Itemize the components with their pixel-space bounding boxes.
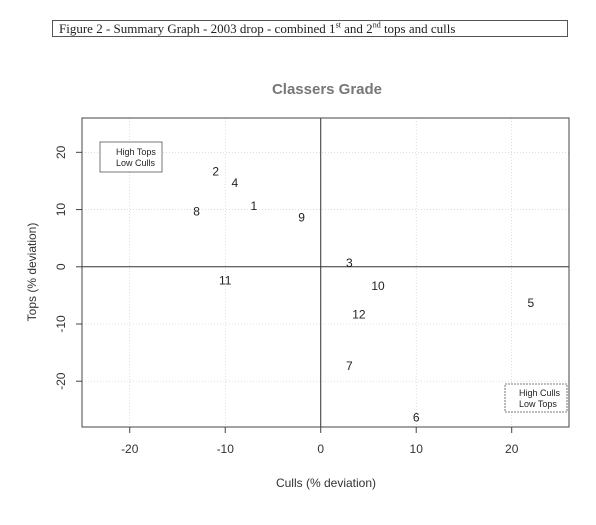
data-point-7: 7 — [346, 359, 353, 373]
data-point-10: 10 — [371, 279, 385, 293]
caption-suffix: tops and culls — [380, 21, 456, 36]
legend-bottom-right-line-1: High Culls — [519, 388, 561, 398]
legend-bottom-right-box — [504, 383, 568, 413]
data-point-12: 12 — [352, 308, 366, 322]
x-tick-label: -10 — [217, 442, 235, 456]
x-tick-label: 0 — [317, 442, 324, 456]
chart-title: Classers Grade — [272, 81, 382, 98]
caption-prefix: Figure 2 - Summary Graph - 2003 drop - c… — [59, 21, 336, 36]
legend-bottom-right: High Culls Low Tops — [504, 383, 568, 413]
caption-sup-2: nd — [372, 20, 381, 30]
legend-top-left-line-2: Low Culls — [116, 158, 156, 168]
x-axis-label: Culls (% deviation) — [276, 476, 376, 490]
x-tick-label: -20 — [121, 442, 139, 456]
data-point-8: 8 — [193, 205, 200, 219]
legend-top-left: High Tops Low Culls — [99, 141, 163, 173]
data-point-11: 11 — [219, 273, 232, 287]
data-point-3: 3 — [346, 256, 353, 270]
legend-bottom-right-line-2: Low Tops — [519, 399, 557, 409]
legend-top-left-line-1: High Tops — [116, 147, 156, 157]
reference-lines — [82, 118, 569, 427]
x-tick-label: 20 — [505, 442, 519, 456]
y-tick-label: 20 — [54, 145, 68, 159]
y-axis-label: Tops (% deviation) — [25, 223, 39, 322]
caption-sup-1: st — [335, 20, 341, 30]
y-tick-label: 10 — [54, 203, 68, 217]
data-point-1: 1 — [251, 199, 258, 213]
y-tick-label: 0 — [54, 263, 68, 270]
data-point-9: 9 — [298, 210, 305, 224]
data-point-6: 6 — [413, 411, 420, 425]
data-point-2: 2 — [212, 165, 219, 179]
y-tick-label: -10 — [54, 315, 68, 333]
plot-frame — [81, 117, 570, 428]
caption-mid: and 2 — [340, 21, 373, 36]
legend-top-left-box — [99, 141, 163, 173]
x-tick-label: 10 — [410, 442, 424, 456]
data-point-4: 4 — [231, 176, 238, 190]
y-tick-label: -20 — [54, 372, 68, 390]
figure-caption: Figure 2 - Summary Graph - 2003 drop - c… — [52, 20, 568, 37]
data-point-5: 5 — [527, 296, 534, 310]
axis-ticks: -20 -10 0 10 20 -20 -10 0 10 20 — [54, 145, 519, 456]
